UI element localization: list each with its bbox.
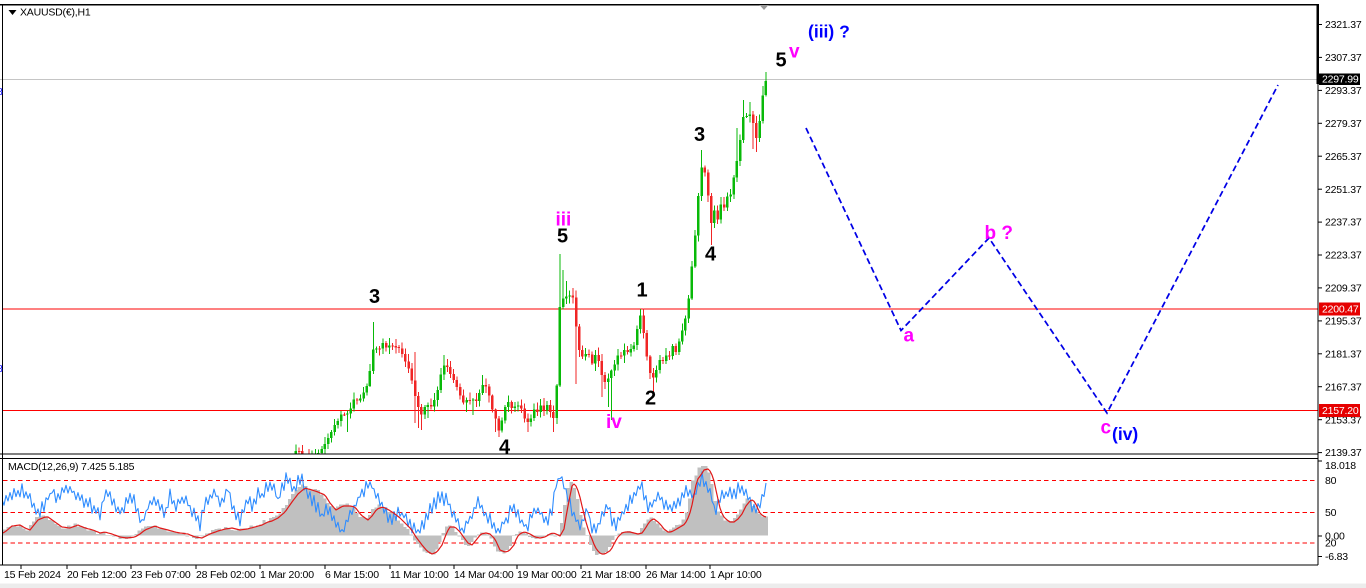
svg-text:5: 5 (557, 226, 568, 248)
svg-text:5: 5 (776, 50, 787, 72)
svg-text:2139.37: 2139.37 (1325, 447, 1362, 459)
svg-text:2167.37: 2167.37 (1325, 381, 1362, 393)
svg-text:iv: iv (606, 412, 622, 433)
svg-text:20: 20 (1325, 538, 1337, 550)
svg-text:MACD(12,26,9) 7.425 5.185: MACD(12,26,9) 7.425 5.185 (8, 461, 135, 473)
svg-text:23 Feb 07:00: 23 Feb 07:00 (131, 569, 191, 581)
svg-text:2307.37: 2307.37 (1325, 52, 1362, 64)
svg-text:2293.37: 2293.37 (1325, 85, 1362, 97)
svg-text:1: 1 (637, 280, 648, 302)
svg-text:26 Mar 14:00: 26 Mar 14:00 (646, 569, 706, 581)
svg-text:a: a (904, 326, 915, 347)
svg-text:2: 2 (645, 388, 656, 410)
svg-text:b ?: b ? (985, 223, 1014, 244)
svg-text:2265.37: 2265.37 (1325, 151, 1362, 163)
svg-text:18.018: 18.018 (1325, 460, 1356, 472)
svg-text:(iv): (iv) (1112, 424, 1138, 444)
svg-text:c: c (1101, 418, 1112, 439)
svg-text:3: 3 (694, 124, 705, 146)
svg-text:(iii) ?: (iii) ? (808, 22, 850, 42)
svg-text:8: 8 (0, 363, 3, 375)
svg-text:2209.37: 2209.37 (1325, 283, 1362, 295)
svg-text:2251.37: 2251.37 (1325, 184, 1362, 196)
svg-text:2321.37: 2321.37 (1325, 19, 1362, 31)
svg-text:80: 80 (1325, 475, 1337, 487)
svg-text:2279.37: 2279.37 (1325, 118, 1362, 130)
svg-text:21 Mar 18:00: 21 Mar 18:00 (581, 569, 641, 581)
svg-text:iii: iii (556, 210, 572, 231)
svg-text:50: 50 (1325, 507, 1337, 519)
svg-text:2157.20: 2157.20 (1322, 405, 1359, 417)
svg-text:14 Mar 04:00: 14 Mar 04:00 (454, 569, 514, 581)
svg-text:2297.99: 2297.99 (1322, 74, 1359, 86)
svg-text:6 Mar 15:00: 6 Mar 15:00 (325, 569, 379, 581)
svg-text:XAUUSD(€),H1: XAUUSD(€),H1 (20, 7, 91, 19)
svg-text:20 Feb 12:00: 20 Feb 12:00 (67, 569, 127, 581)
svg-text:2195.37: 2195.37 (1325, 316, 1362, 328)
svg-text:2200.47: 2200.47 (1322, 304, 1359, 316)
svg-text:2181.37: 2181.37 (1325, 348, 1362, 360)
svg-text:1 Mar 20:00: 1 Mar 20:00 (260, 569, 314, 581)
svg-text:2153.37: 2153.37 (1325, 414, 1362, 426)
svg-text:0.00: 0.00 (1325, 531, 1345, 543)
svg-text:4: 4 (499, 437, 511, 459)
svg-text:19 Mar 00:00: 19 Mar 00:00 (517, 569, 577, 581)
svg-text:28 Feb 02:00: 28 Feb 02:00 (196, 569, 256, 581)
svg-text:4: 4 (705, 244, 717, 266)
svg-text:2223.37: 2223.37 (1325, 250, 1362, 262)
svg-text:v: v (789, 42, 800, 63)
svg-text:3: 3 (369, 286, 380, 308)
svg-text:-6.83: -6.83 (1325, 551, 1348, 563)
svg-text:8: 8 (0, 86, 3, 98)
svg-text:15 Feb 2024: 15 Feb 2024 (4, 569, 61, 581)
svg-text:1 Apr 10:00: 1 Apr 10:00 (710, 569, 762, 581)
svg-text:2237.37: 2237.37 (1325, 217, 1362, 229)
svg-text:11 Mar 10:00: 11 Mar 10:00 (390, 569, 449, 581)
